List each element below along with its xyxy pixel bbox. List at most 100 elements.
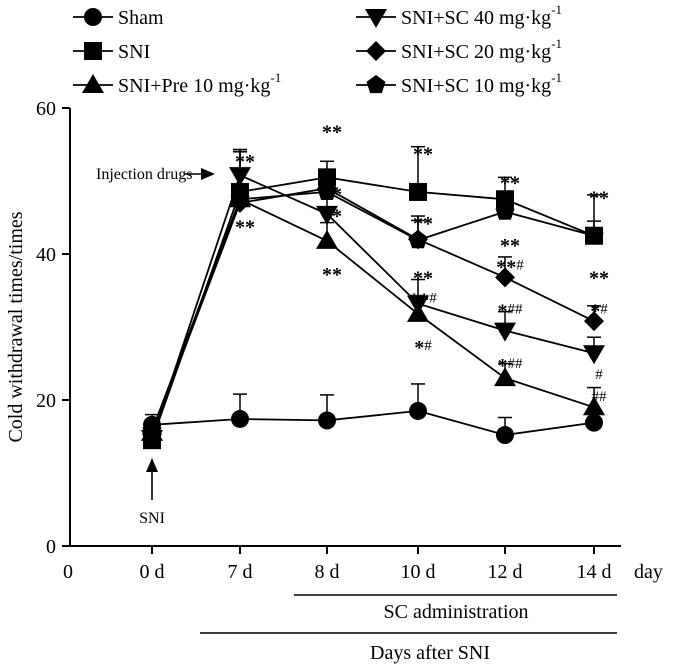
significance-label-2: ** — [322, 122, 342, 144]
marker-s3-p4 — [494, 322, 516, 342]
legend-label-4: SNI+SC 20 mg·kg-1 — [401, 36, 562, 63]
marker-s5-p5 — [584, 225, 604, 244]
significance-label-13: **# — [496, 257, 524, 279]
legend-label-0: Sham — [118, 7, 164, 29]
significance-label-15: *## — [498, 355, 524, 377]
marker-s0-p3 — [409, 401, 427, 420]
significance-stars-17: ** — [589, 268, 609, 290]
sc-bracket-label: SC administration — [384, 601, 529, 623]
significance-stars-2: ** — [322, 122, 342, 144]
marker-s0-p1 — [231, 409, 249, 428]
marker-s1-p4 — [496, 190, 514, 209]
significance-stars-15: * — [498, 355, 508, 377]
series-line-1 — [151, 176, 595, 441]
x-tick-label-3: 10 d — [401, 561, 436, 583]
y-ticks: 0 20 40 60 — [36, 98, 70, 558]
marker-s4-p4 — [495, 267, 515, 288]
significance-label-1: ** — [235, 217, 255, 239]
marker-s1-p2 — [318, 168, 336, 187]
marker-s0-p5 — [585, 413, 603, 432]
significance-label-16: ** — [589, 187, 609, 209]
significance-stars-3: ** — [322, 184, 342, 206]
legend-unit-sup-5: -1 — [551, 70, 562, 85]
legend-marker-3 — [365, 9, 387, 28]
significance-stars-6: ** — [413, 144, 433, 166]
significance-label-14: *## — [498, 300, 524, 322]
sni-arrow-head — [146, 458, 158, 472]
injection-label: Injection drugs — [96, 166, 192, 183]
significance-stars-12: ** — [500, 235, 520, 257]
significance-label-19: # — [595, 367, 603, 383]
legend-name-2: SNI+Pre 10 mg·kg — [118, 75, 270, 97]
legend-marker-5 — [366, 75, 386, 94]
legend-unit-sup-3: -1 — [551, 2, 562, 17]
significance-label-7: ** — [413, 213, 433, 235]
marker-s3-p3 — [407, 295, 429, 315]
significance-label-0: ** — [235, 151, 255, 173]
axes: Cold withdrawal times/times day 0 — [5, 108, 663, 583]
marker-s2-p4 — [494, 367, 516, 387]
x-tick-label-2: 8 d — [315, 561, 340, 583]
series-lines — [151, 173, 595, 441]
significance-label-5: ** — [322, 264, 342, 286]
significance-label-9: **# — [409, 290, 437, 312]
annotations: Injection drugs SNI SC administration Da… — [96, 166, 617, 664]
marker-s0-p4 — [496, 426, 514, 445]
significance-label-4: ** — [322, 206, 342, 228]
marker-s4-p5 — [584, 311, 604, 332]
significance-stars-10: * — [414, 337, 424, 359]
x-tick-label-4: 12 d — [488, 561, 523, 583]
days-bracket-label: Days after SNI — [370, 642, 490, 664]
injection-arrow-head — [201, 168, 215, 180]
significance-label-6: ** — [413, 144, 433, 166]
significance-stars-13: ** — [496, 257, 516, 279]
legend-unit-sup-4: -1 — [551, 36, 562, 51]
significance-stars-11: ** — [500, 173, 520, 195]
significance-label-8: ** — [413, 268, 433, 290]
legend-name-4: SNI+SC 20 mg·kg — [401, 41, 551, 63]
significance-label-12: ** — [500, 235, 520, 257]
significance-stars-8: ** — [413, 268, 433, 290]
y-tick-label-3: 60 — [36, 98, 56, 120]
significance-hash-18: # — [600, 301, 608, 317]
legend-name-5: SNI+SC 10 mg·kg — [401, 75, 551, 97]
legend-label-1: SNI — [118, 41, 150, 63]
significance-hash-10: # — [424, 338, 432, 354]
y-tick-label-1: 20 — [36, 390, 56, 412]
significance-label-17: ** — [589, 268, 609, 290]
legend-unit-sup-2: -1 — [270, 70, 281, 85]
significance-label-3: ** — [322, 184, 342, 206]
significance-stars-16: ** — [589, 187, 609, 209]
marker-s3-p1 — [229, 167, 251, 187]
significance-stars-1: ** — [235, 217, 255, 239]
marker-s5-p0 — [142, 420, 162, 439]
x-tick-label-0: 0 d — [140, 561, 165, 583]
significance-label-10: *# — [414, 337, 432, 359]
marker-s5-p2 — [317, 181, 337, 200]
marker-s3-p2 — [316, 205, 338, 225]
marker-s1-p3 — [409, 182, 427, 201]
significance-hash-13: # — [516, 258, 524, 274]
legend-name-1: SNI — [118, 41, 150, 63]
significance-stars-4: ** — [322, 206, 342, 228]
marker-s5-p4 — [495, 201, 515, 220]
significance-hash-19: # — [595, 367, 603, 383]
x-axis-label: day — [634, 561, 663, 583]
significance-label-11: ** — [500, 173, 520, 195]
x-origin-label: 0 — [63, 561, 73, 583]
significance-labels: ********************#*#******#*##*##****… — [235, 122, 609, 405]
legend-label-3: SNI+SC 40 mg·kg-1 — [401, 2, 562, 29]
marker-s2-p2 — [316, 229, 338, 249]
legend-label-5: SNI+SC 10 mg·kg-1 — [401, 70, 562, 97]
series-line-2 — [151, 198, 595, 434]
significance-stars-7: ** — [413, 213, 433, 235]
marker-s2-p5 — [583, 396, 605, 416]
series-markers — [141, 167, 605, 450]
series-line-4 — [151, 187, 595, 435]
significance-hash-15: ## — [508, 356, 524, 372]
significance-hash-14: ## — [508, 301, 524, 317]
significance-hash-9: # — [429, 291, 437, 307]
marker-s3-p5 — [583, 345, 605, 365]
